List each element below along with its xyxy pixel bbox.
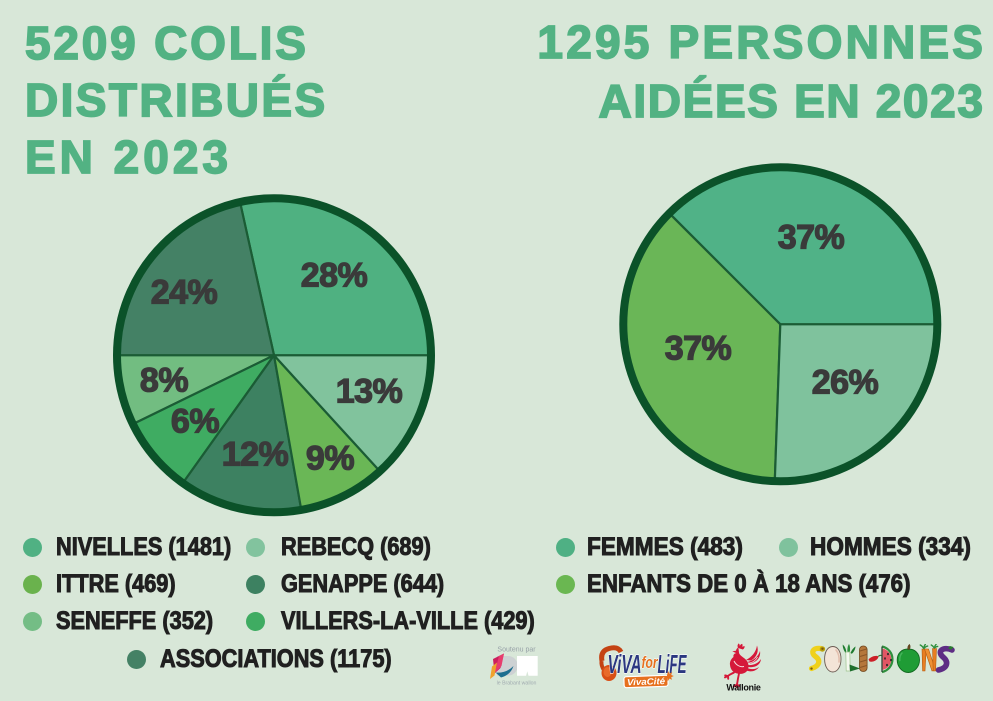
svg-text:VivaCité: VivaCité bbox=[627, 676, 665, 687]
svg-text:for: for bbox=[642, 653, 659, 672]
svg-text:ViVA: ViVA bbox=[608, 649, 642, 679]
svg-text:Soutenu par: Soutenu par bbox=[497, 647, 536, 654]
svg-text:le Brabant wallon: le Brabant wallon bbox=[497, 681, 537, 687]
svg-text:LiFE: LiFE bbox=[658, 649, 687, 679]
svg-text:Wallonie: Wallonie bbox=[726, 683, 761, 693]
